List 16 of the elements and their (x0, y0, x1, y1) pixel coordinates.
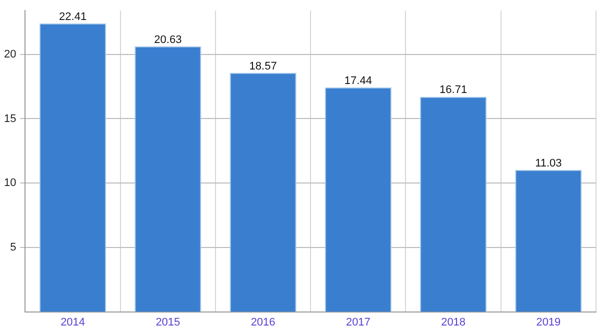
y-tick-label: 15 (4, 112, 16, 125)
data-label: 20.63 (154, 34, 182, 46)
data-label: 17.44 (344, 74, 372, 87)
data-label: 22.41 (59, 10, 87, 23)
data-label: 11.03 (535, 157, 562, 170)
x-tick-label: 2018 (441, 316, 466, 328)
x-tick-label: 2017 (346, 316, 370, 328)
data-label: 16.71 (440, 84, 468, 96)
x-tick-label: 2016 (250, 316, 276, 328)
y-tick-label: 10 (4, 177, 16, 190)
y-tick-label: 5 (10, 241, 16, 254)
x-tick-label: 2015 (156, 316, 180, 328)
x-tick-label: 2019 (536, 316, 561, 328)
x-tick-label: 2014 (60, 316, 86, 328)
y-tick-label: 20 (4, 48, 16, 60)
data-label: 18.57 (249, 60, 277, 72)
